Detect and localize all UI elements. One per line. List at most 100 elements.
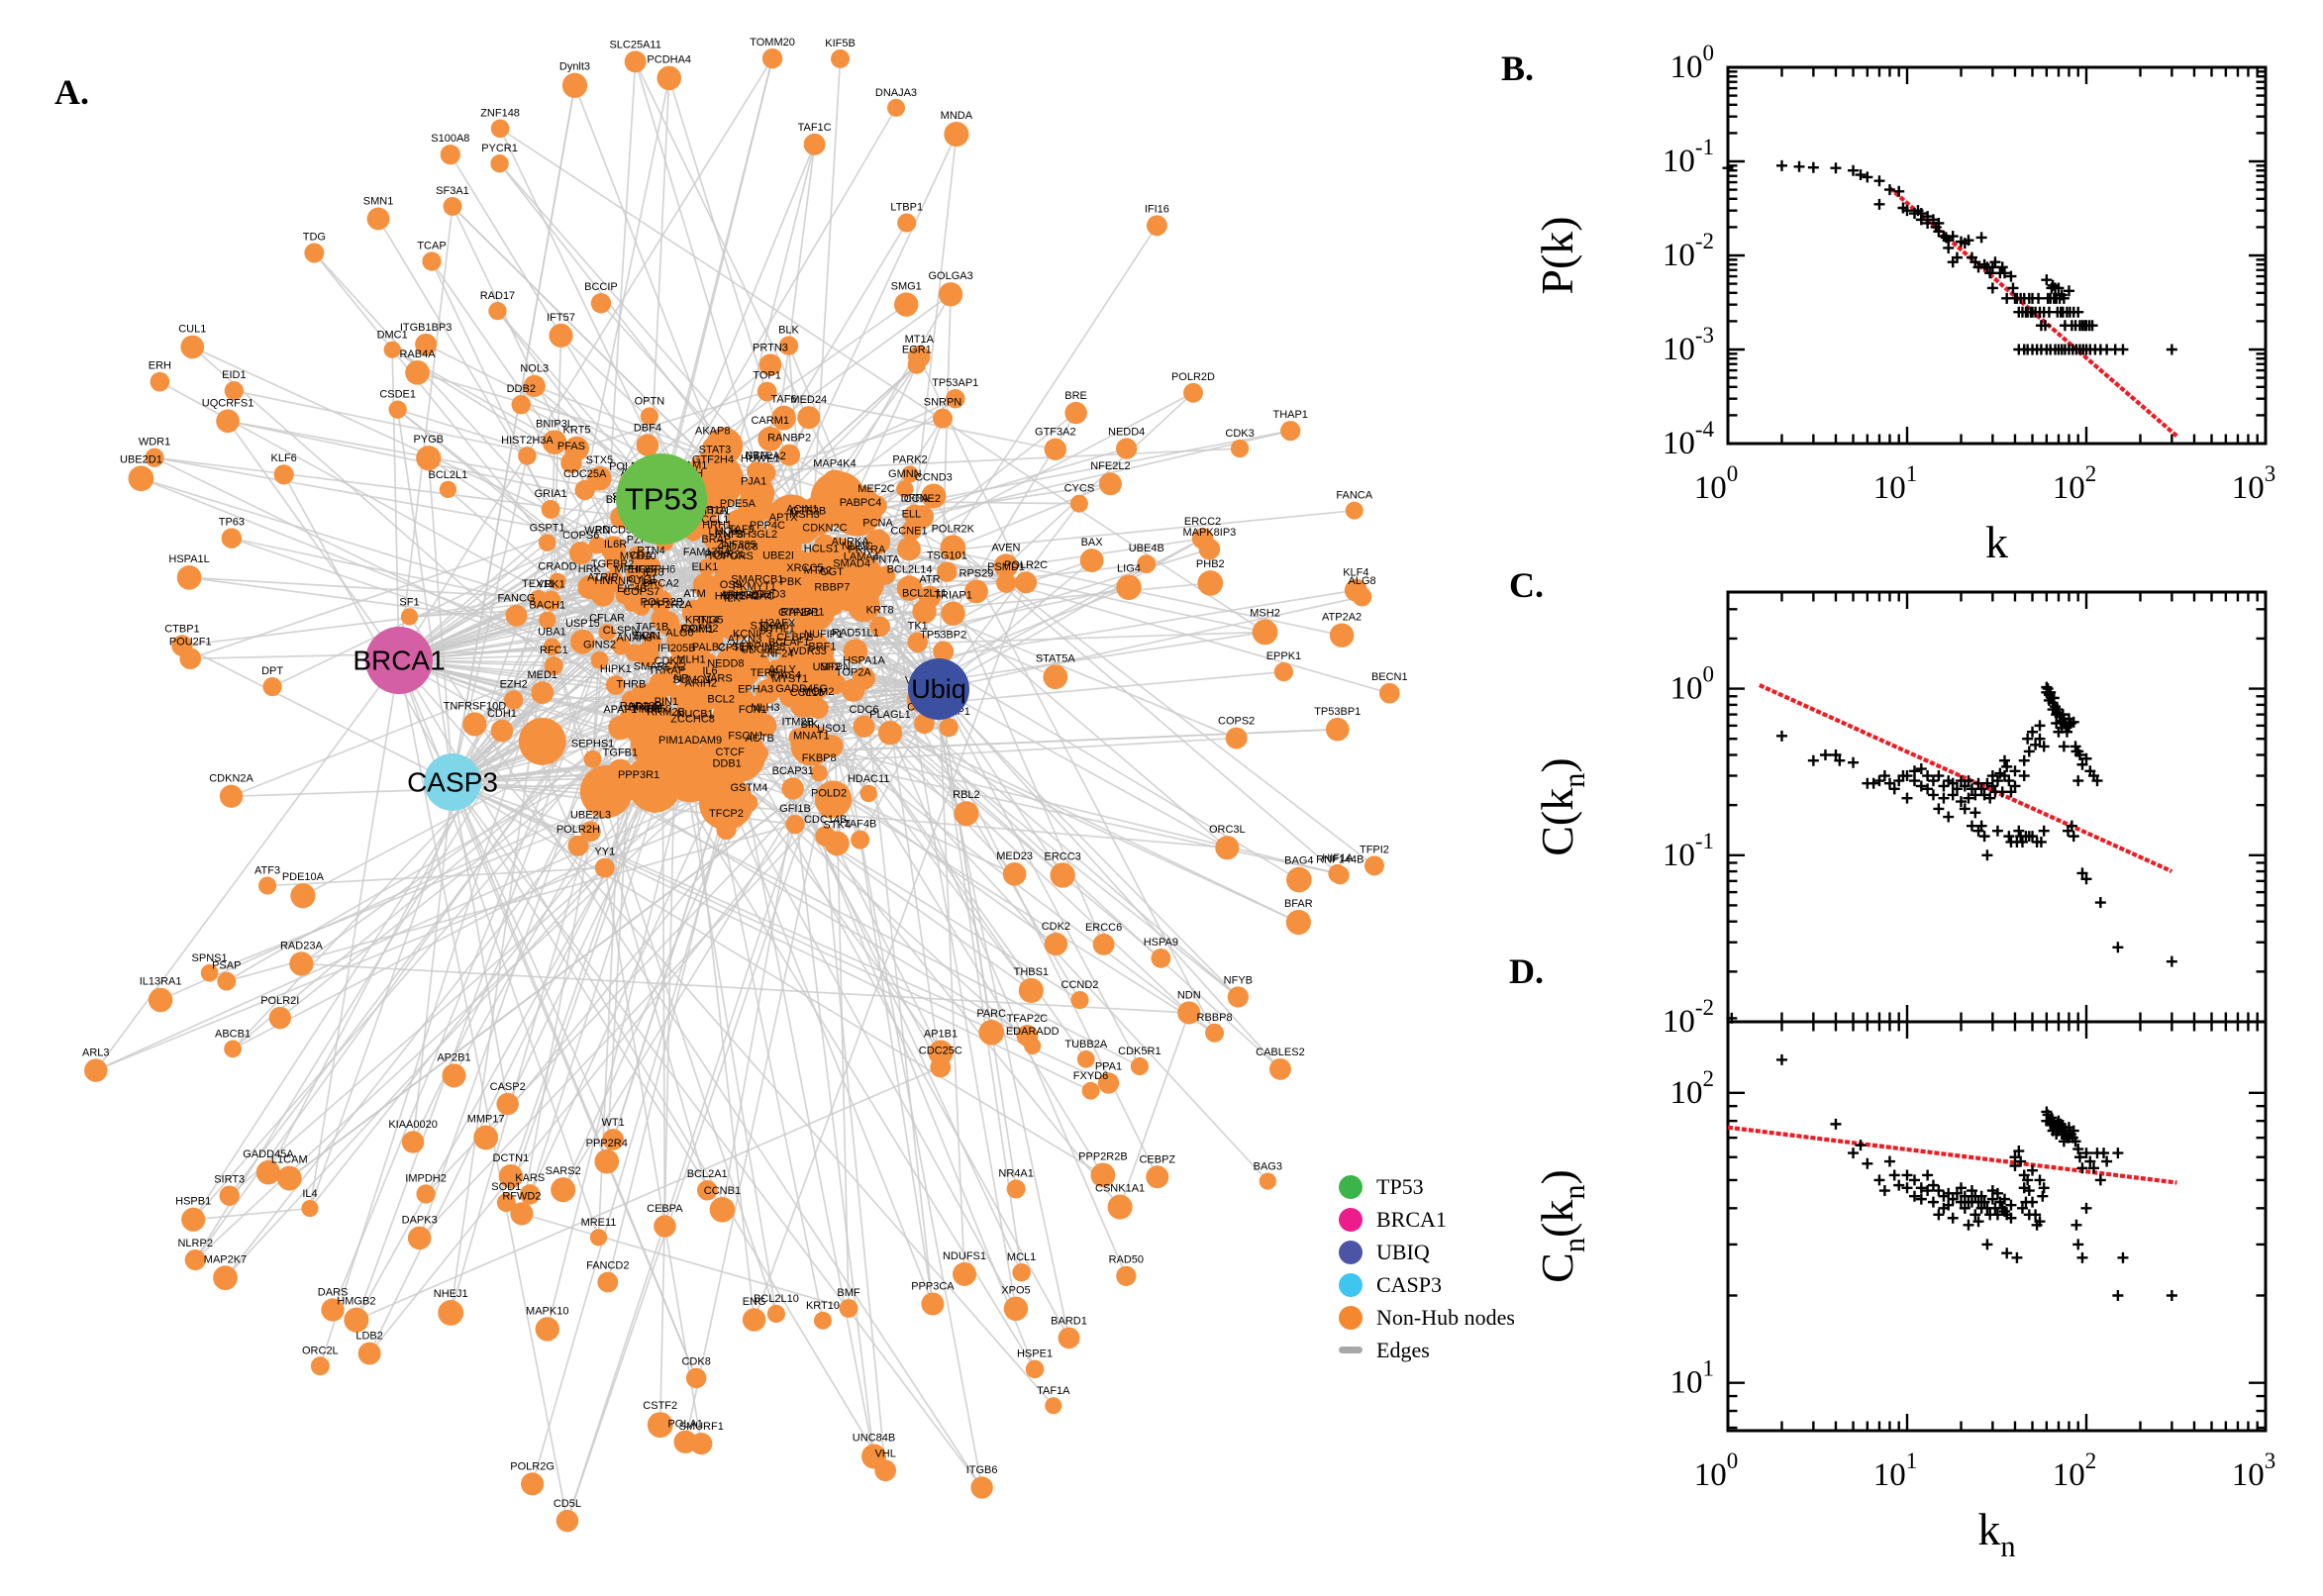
- network-node-label: HCLS1: [804, 543, 839, 554]
- network-node-label: KIF5B: [825, 38, 856, 50]
- network-node: [594, 857, 615, 878]
- network-node-label: CLSPN: [603, 625, 640, 637]
- network-node-label: KCNIP3: [733, 628, 772, 640]
- network-node: [624, 50, 647, 73]
- network-node-label: APAF1: [603, 704, 637, 716]
- network-node-label: RPS29: [960, 567, 994, 579]
- network-node: [504, 690, 524, 710]
- network-node: [262, 676, 282, 697]
- network-node: [810, 554, 833, 577]
- network-node: [851, 830, 870, 849]
- network-node: [941, 601, 965, 626]
- network-node: [944, 121, 969, 148]
- network-node: [896, 575, 923, 602]
- network-node: [886, 98, 905, 117]
- network-node-label: RANBP1: [781, 607, 825, 619]
- network-node: [400, 608, 419, 626]
- network-node: [702, 526, 728, 550]
- network-node-label: UBE2L3: [570, 809, 611, 821]
- node-swatch-icon: [1339, 1305, 1363, 1330]
- network-node-label: COPS2: [1218, 716, 1255, 728]
- network-node-label: CDK2: [1042, 921, 1070, 933]
- network-node-label: PJA1: [741, 475, 766, 487]
- network-node-label: CCND2: [1061, 979, 1099, 991]
- network-node-label: PSAP: [212, 960, 241, 972]
- network-node: [84, 1058, 108, 1082]
- network-node: [778, 588, 803, 613]
- network-node-label: LTBP1: [890, 202, 923, 214]
- network-node: [680, 725, 705, 748]
- network-node-label: HSPB1: [175, 1196, 211, 1208]
- network-node-label: CCNB1: [704, 1185, 741, 1197]
- network-node-label: STX5: [586, 454, 614, 466]
- network-node: [970, 1476, 993, 1499]
- network-node-label: PCNA: [862, 517, 893, 529]
- network-node-label: POLR2H: [556, 824, 600, 836]
- network-node: [440, 145, 460, 165]
- panel-label-c: C.: [1509, 565, 1544, 605]
- network-node-label: ERCC3: [1044, 850, 1080, 862]
- network-node-label: ATXN3: [728, 634, 762, 646]
- network-node: [679, 665, 703, 688]
- network-node: [737, 742, 756, 759]
- network-node: [602, 1129, 625, 1150]
- network-node-label: RTN4: [637, 546, 665, 557]
- network-node: [574, 479, 595, 501]
- network-node: [1197, 570, 1224, 596]
- network-node-label: ENG: [743, 1296, 766, 1308]
- network-node: [810, 764, 828, 782]
- network-node-label: TCAP: [417, 240, 446, 251]
- network-node-label: CCL16: [790, 687, 824, 699]
- network-node: [690, 1432, 713, 1455]
- network-node: [758, 353, 782, 376]
- network-node: [401, 1131, 425, 1153]
- network-node-label: PLAGL1: [869, 709, 911, 721]
- network-node-label: MAPK8IP3: [1182, 527, 1236, 539]
- network-node-label: IL4: [302, 1188, 317, 1200]
- network-node: [1215, 836, 1240, 860]
- network-node-label: CTCF: [716, 747, 746, 758]
- network-node: [568, 541, 593, 565]
- network-node-label: KLF4: [1343, 567, 1368, 579]
- network-node: [1146, 1165, 1169, 1189]
- network-node: [219, 1185, 240, 1206]
- network-node-label: PYGB: [413, 434, 444, 446]
- network-node-label: IL6R: [604, 539, 627, 550]
- network-node: [597, 1271, 619, 1293]
- network-node: [921, 1292, 945, 1316]
- network-node: [488, 301, 507, 321]
- network-node-label: MMP17: [467, 1113, 505, 1125]
- network-node-label: TK1: [908, 621, 928, 633]
- network-node-label: CTBP1: [164, 623, 199, 635]
- network-node-label: CPT1A: [718, 642, 754, 653]
- network-node-label: EZH2: [500, 678, 528, 690]
- network-node: [1259, 1172, 1276, 1190]
- network-node: [1050, 862, 1075, 888]
- hub-label-brca1: BRCA1: [353, 646, 445, 676]
- network-node-label: BMF: [837, 1287, 860, 1299]
- network-node: [669, 639, 690, 659]
- network-node-label: CUL1: [178, 324, 206, 336]
- network-node: [535, 1317, 559, 1342]
- network-node: [216, 409, 240, 434]
- network-node: [1268, 1057, 1291, 1080]
- network-node-label: RNF144B: [1316, 854, 1364, 866]
- network-node: [304, 243, 325, 263]
- network-node-label: CCNE2: [904, 493, 941, 505]
- network-node: [1230, 439, 1250, 458]
- network-node: [803, 133, 826, 155]
- hub-node-brca1: [365, 627, 433, 694]
- network-node: [897, 537, 921, 561]
- network-node-label: NLRP2: [177, 1238, 212, 1249]
- legend-item-brca1: BRCA1: [1339, 1203, 1515, 1236]
- network-node: [712, 705, 730, 723]
- network-node-label: DCTN1: [493, 1152, 530, 1164]
- network-node-label: FKBP8: [802, 752, 837, 764]
- network-node: [1352, 586, 1372, 607]
- network-node: [669, 684, 693, 708]
- network-node-label: MTA2: [804, 565, 833, 577]
- network-node-label: HSPA1A: [843, 655, 885, 667]
- network-node-label: KRT5: [563, 425, 591, 437]
- network-node: [224, 1040, 242, 1058]
